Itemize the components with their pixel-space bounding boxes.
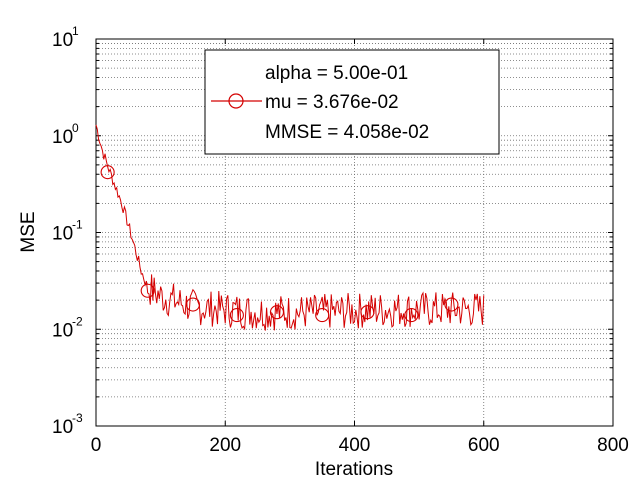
- axis-ticks: [96, 39, 613, 426]
- legend-series-marker: [228, 93, 244, 109]
- legend-box: [204, 49, 500, 155]
- y-tick-label: 10: [52, 127, 73, 148]
- legend-mu: mu = 3.676e-02: [265, 92, 399, 113]
- legend: alpha = 5.00e-01 mu = 3.676e-02 MMSE = 4…: [204, 49, 500, 155]
- series-marker: [140, 283, 155, 298]
- series-marker: [229, 308, 244, 323]
- series-marker: [360, 305, 375, 320]
- y-tick-exponent: 1: [72, 24, 79, 38]
- series-marker: [269, 305, 285, 320]
- series-marker: [404, 308, 419, 323]
- x-tick-label: 600: [468, 435, 500, 456]
- x-tick-label: 200: [209, 435, 241, 456]
- x-tick-label: 0: [91, 435, 102, 456]
- x-tick-label: 800: [597, 435, 629, 456]
- y-tick-exponent: -3: [72, 411, 83, 425]
- y-tick-label: 10: [52, 417, 73, 438]
- legend-alpha: alpha = 5.00e-01: [265, 63, 408, 84]
- x-tick-labels: 0 200 400 600 800: [91, 435, 629, 456]
- y-tick-label: 10: [52, 30, 73, 51]
- series-marker: [444, 297, 459, 312]
- series-marker: [100, 165, 115, 180]
- y-tick-label: 10: [52, 224, 73, 245]
- x-tick-label: 400: [339, 435, 371, 456]
- series-marker: [185, 297, 200, 312]
- y-axis-title: MSE: [18, 211, 39, 252]
- y-tick-exponent: -2: [72, 314, 83, 328]
- legend-mmse: MMSE = 4.058e-02: [265, 122, 429, 143]
- x-axis-title: Iterations: [315, 459, 393, 480]
- y-tick-label: 10: [52, 320, 73, 341]
- series-line: [95, 124, 485, 331]
- series-marker: [315, 308, 330, 323]
- y-tick-exponent: 0: [72, 121, 79, 135]
- y-tick-exponent: -1: [72, 218, 83, 232]
- series-layer: [95, 124, 485, 331]
